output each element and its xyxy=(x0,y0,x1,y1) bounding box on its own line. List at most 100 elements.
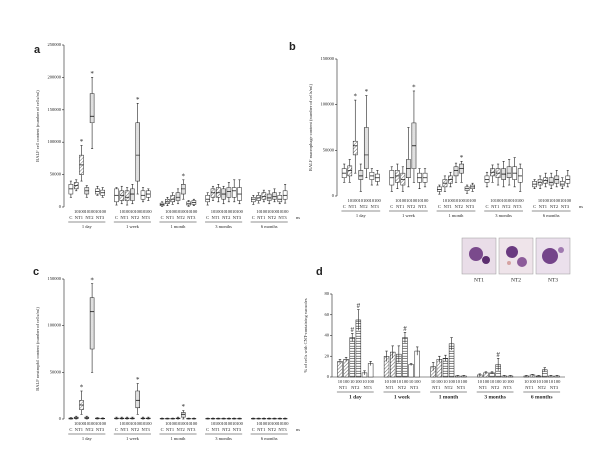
group-label: 6 months xyxy=(531,394,553,400)
y-tick-label: 50000 xyxy=(50,369,62,374)
significance: # xyxy=(350,326,354,334)
significance: * xyxy=(136,376,140,384)
box xyxy=(181,412,185,417)
treatment-label: NT3 xyxy=(142,427,151,432)
treatment-label: NT1 xyxy=(432,385,440,390)
box xyxy=(278,195,282,201)
group-label: 1 month xyxy=(171,436,187,441)
dose-label: 100 xyxy=(554,379,562,384)
significance: * xyxy=(182,403,186,411)
significance: * xyxy=(412,84,416,92)
treatment-label: NT1 xyxy=(257,427,265,432)
treatment-label: NT3 xyxy=(233,215,242,220)
treatment-label: NT3 xyxy=(550,385,559,390)
box xyxy=(485,176,489,182)
treatment-label: NT1 xyxy=(386,385,394,390)
y-tick-label: 20 xyxy=(325,353,330,358)
treatment-label: NT1 xyxy=(120,215,128,220)
y-axis-title: BALF macrophage content (number of cells… xyxy=(308,83,313,171)
box xyxy=(353,141,357,155)
dose-label: 100 xyxy=(374,198,382,203)
treatment-label: NT1 xyxy=(75,215,83,220)
dose-label: 100 xyxy=(422,198,430,203)
treatment-label: C xyxy=(206,427,209,432)
group-label: 3 months xyxy=(495,213,512,218)
cell xyxy=(542,248,558,264)
box xyxy=(348,166,352,176)
cell xyxy=(482,256,490,264)
dose-label: 100 xyxy=(99,209,107,214)
y-tick-label: 60 xyxy=(325,312,330,317)
inset: NT1 NT2 NT3 xyxy=(462,238,570,283)
treatment-label: NT3 xyxy=(278,427,287,432)
treatment-label: NT2 xyxy=(491,385,499,390)
group-label: 1 day xyxy=(82,224,93,229)
bar xyxy=(409,365,414,377)
treatment-label: C xyxy=(161,427,164,432)
treatment-label: NT3 xyxy=(142,215,151,220)
group-label: 1 month xyxy=(171,224,187,229)
dose-label: 100 xyxy=(282,209,290,214)
treatment-label: NT1 xyxy=(257,215,265,220)
dose-label: 100 xyxy=(367,379,375,384)
treatment-label: NT2 xyxy=(131,427,139,432)
y-tick-label: 100000 xyxy=(48,323,62,328)
treatment-label: C xyxy=(115,215,118,220)
annotation: ns xyxy=(296,215,300,220)
y-tick-label: 250000 xyxy=(48,42,62,47)
group-label: 1 month xyxy=(449,213,465,218)
box xyxy=(359,170,363,179)
dose-label: 100 xyxy=(191,421,199,426)
box xyxy=(267,194,271,200)
treatment-label: NT1 xyxy=(396,204,404,209)
treatment-label: NT1 xyxy=(212,215,220,220)
dose-label: 100 xyxy=(236,209,244,214)
inset-label: NT1 xyxy=(474,277,484,283)
treatment-label: NT1 xyxy=(75,427,83,432)
box xyxy=(262,193,266,199)
dose-label: 100 xyxy=(99,421,107,426)
treatment-label: NT3 xyxy=(278,215,287,220)
treatment-label: C xyxy=(115,427,118,432)
dose-label: 100 xyxy=(282,421,290,426)
cell xyxy=(558,247,564,253)
box xyxy=(364,128,368,169)
group-label: 6 months xyxy=(543,213,560,218)
y-axis-title: BALF neutrophil content (number of cells… xyxy=(35,307,40,391)
treatment-label: NT3 xyxy=(466,204,475,209)
significance: * xyxy=(354,93,358,101)
dose-label: 100 xyxy=(517,198,525,203)
group-label: 6 months xyxy=(261,224,278,229)
treatment-label: NT2 xyxy=(444,385,452,390)
treatment-label: C xyxy=(69,427,72,432)
treatment-label: NT3 xyxy=(96,427,105,432)
group-label: 1 month xyxy=(439,394,458,400)
dose-label: 100 xyxy=(469,198,477,203)
treatment-label: NT1 xyxy=(348,204,356,209)
treatment-label: NT3 xyxy=(410,385,419,390)
bar xyxy=(344,359,349,377)
y-tick-label: 0 xyxy=(59,416,62,421)
treatment-label: NT3 xyxy=(457,385,466,390)
treatment-label: C xyxy=(161,215,164,220)
y-tick-label: 150000 xyxy=(321,56,335,61)
bar xyxy=(338,361,343,377)
box xyxy=(560,181,564,186)
treatment-label: NT2 xyxy=(268,215,276,220)
treatment-label: C xyxy=(252,427,255,432)
dose-label: 100 xyxy=(145,421,153,426)
treatment-label: NT1 xyxy=(479,385,487,390)
group-label: 3 months xyxy=(215,224,232,229)
y-axis-title: % of cells with CNT-containing vacuoles xyxy=(303,298,308,372)
panel-label: d xyxy=(316,266,323,278)
treatment-label: NT2 xyxy=(177,215,185,220)
box xyxy=(90,298,94,349)
group-label: 1 day xyxy=(82,436,93,441)
treatment-label: NT1 xyxy=(525,385,533,390)
cell xyxy=(506,246,518,258)
group-label: 1 week xyxy=(126,436,140,441)
significance: * xyxy=(90,276,94,284)
y-tick-label: 0 xyxy=(327,374,330,379)
significance: * xyxy=(460,154,464,162)
treatment-label: C xyxy=(343,204,346,209)
